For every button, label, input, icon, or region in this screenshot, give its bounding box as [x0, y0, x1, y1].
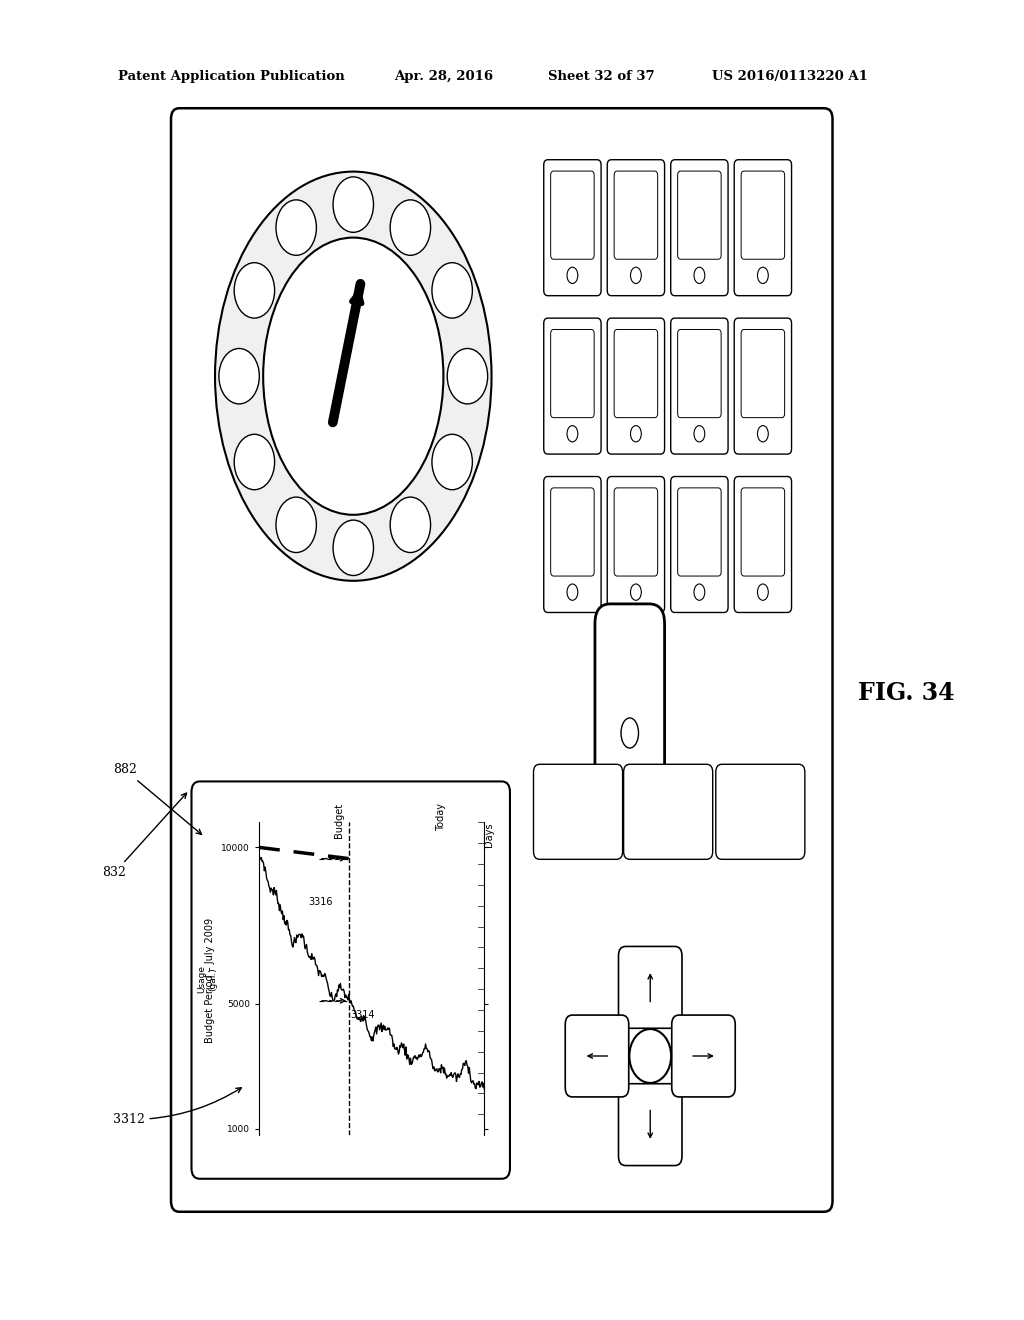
- FancyBboxPatch shape: [607, 318, 665, 454]
- Ellipse shape: [219, 348, 259, 404]
- FancyBboxPatch shape: [614, 330, 657, 417]
- FancyBboxPatch shape: [716, 764, 805, 859]
- Ellipse shape: [567, 425, 578, 442]
- Text: Budget: Budget: [334, 804, 344, 838]
- Text: Today: Today: [436, 804, 446, 832]
- FancyBboxPatch shape: [624, 764, 713, 859]
- Ellipse shape: [447, 348, 487, 404]
- FancyBboxPatch shape: [672, 1015, 735, 1097]
- Text: Sheet 32 of 37: Sheet 32 of 37: [548, 70, 654, 83]
- FancyBboxPatch shape: [614, 172, 657, 259]
- FancyBboxPatch shape: [551, 488, 594, 576]
- Ellipse shape: [215, 172, 492, 581]
- FancyBboxPatch shape: [678, 488, 721, 576]
- FancyBboxPatch shape: [191, 781, 510, 1179]
- FancyBboxPatch shape: [544, 477, 601, 612]
- Text: 3316: 3316: [308, 896, 333, 907]
- Ellipse shape: [567, 583, 578, 601]
- Ellipse shape: [333, 520, 374, 576]
- FancyBboxPatch shape: [678, 330, 721, 417]
- FancyBboxPatch shape: [741, 330, 784, 417]
- Text: Budget Period – July 2009: Budget Period – July 2009: [205, 917, 215, 1043]
- FancyBboxPatch shape: [678, 172, 721, 259]
- Text: 882: 882: [113, 763, 202, 834]
- Ellipse shape: [567, 267, 578, 284]
- Ellipse shape: [631, 583, 641, 601]
- FancyBboxPatch shape: [741, 172, 784, 259]
- Text: Patent Application Publication: Patent Application Publication: [118, 70, 344, 83]
- Ellipse shape: [276, 199, 316, 255]
- Ellipse shape: [263, 238, 443, 515]
- Y-axis label: Usage
(gal.): Usage (gal.): [198, 965, 217, 993]
- FancyBboxPatch shape: [565, 1015, 629, 1097]
- Text: 3314: 3314: [350, 1010, 375, 1020]
- FancyBboxPatch shape: [551, 330, 594, 417]
- FancyBboxPatch shape: [734, 318, 792, 454]
- Ellipse shape: [630, 1030, 671, 1082]
- FancyBboxPatch shape: [534, 764, 623, 859]
- FancyBboxPatch shape: [544, 160, 601, 296]
- FancyBboxPatch shape: [671, 160, 728, 296]
- Ellipse shape: [631, 267, 641, 284]
- Ellipse shape: [694, 583, 705, 601]
- Ellipse shape: [631, 425, 641, 442]
- Ellipse shape: [694, 267, 705, 284]
- Ellipse shape: [234, 263, 274, 318]
- Text: Days: Days: [484, 822, 495, 846]
- Ellipse shape: [432, 434, 472, 490]
- FancyBboxPatch shape: [544, 318, 601, 454]
- FancyBboxPatch shape: [618, 946, 682, 1028]
- FancyBboxPatch shape: [614, 488, 657, 576]
- FancyBboxPatch shape: [171, 108, 833, 1212]
- FancyBboxPatch shape: [595, 605, 665, 795]
- FancyBboxPatch shape: [671, 318, 728, 454]
- Text: 3312: 3312: [113, 1088, 242, 1126]
- FancyBboxPatch shape: [607, 477, 665, 612]
- Text: Apr. 28, 2016: Apr. 28, 2016: [394, 70, 494, 83]
- Ellipse shape: [234, 434, 274, 490]
- FancyBboxPatch shape: [734, 160, 792, 296]
- Text: FIG. 34: FIG. 34: [858, 681, 954, 705]
- Ellipse shape: [621, 718, 639, 748]
- Ellipse shape: [758, 583, 768, 601]
- Ellipse shape: [694, 425, 705, 442]
- Ellipse shape: [276, 498, 316, 553]
- Ellipse shape: [390, 498, 430, 553]
- FancyBboxPatch shape: [741, 488, 784, 576]
- FancyBboxPatch shape: [671, 477, 728, 612]
- Text: 832: 832: [102, 793, 186, 879]
- Ellipse shape: [390, 199, 430, 255]
- FancyBboxPatch shape: [607, 160, 665, 296]
- Ellipse shape: [333, 177, 374, 232]
- FancyBboxPatch shape: [551, 172, 594, 259]
- Ellipse shape: [432, 263, 472, 318]
- FancyBboxPatch shape: [618, 1084, 682, 1166]
- Text: US 2016/0113220 A1: US 2016/0113220 A1: [712, 70, 867, 83]
- Ellipse shape: [758, 425, 768, 442]
- Ellipse shape: [758, 267, 768, 284]
- FancyBboxPatch shape: [734, 477, 792, 612]
